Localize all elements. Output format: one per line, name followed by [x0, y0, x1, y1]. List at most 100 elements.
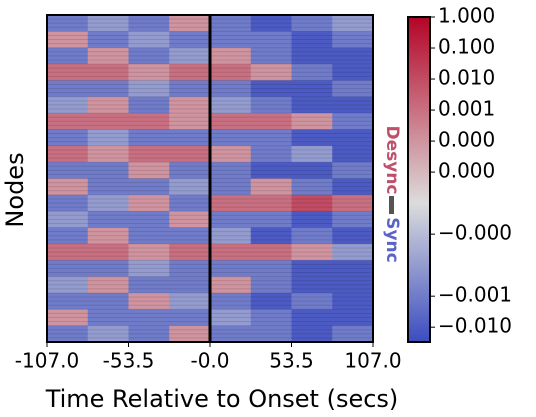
heat-cell: [47, 31, 89, 48]
heat-cell: [250, 260, 292, 277]
heat-cell: [128, 276, 170, 294]
heat-cell: [291, 194, 333, 212]
heat-cell: [87, 145, 129, 163]
heat-cell: [332, 145, 374, 163]
heat-cell: [47, 309, 89, 326]
heat-cell: [128, 194, 170, 212]
heat-cell: [210, 178, 252, 196]
heat-cell: [169, 292, 211, 310]
heat-cell: [128, 309, 170, 326]
heat-cell: [250, 15, 292, 32]
heat-cell: [291, 31, 333, 48]
heat-cell: [128, 260, 170, 277]
heat-cell: [291, 211, 333, 228]
heat-cell: [169, 31, 211, 48]
heat-cell: [332, 178, 374, 196]
heat-cell: [128, 47, 170, 65]
heat-cell: [250, 31, 292, 48]
heat-cell: [210, 260, 252, 277]
heat-cell: [128, 96, 170, 114]
heat-cell: [47, 178, 89, 196]
colorbar-tick-label: 0.001: [438, 97, 495, 121]
heat-cell: [169, 227, 211, 245]
heat-cell: [210, 47, 252, 65]
heat-cell: [250, 194, 292, 212]
heat-cell: [128, 211, 170, 228]
heat-cell: [250, 292, 292, 310]
heat-cell: [169, 113, 211, 130]
heat-cell: [47, 211, 89, 228]
heat-cell: [250, 309, 292, 326]
x-tick-label: -53.5: [103, 349, 155, 373]
heat-cell: [47, 227, 89, 245]
heat-cell: [87, 276, 129, 294]
heat-cell: [87, 211, 129, 228]
heat-cell: [87, 260, 129, 277]
heat-cell: [332, 194, 374, 212]
heat-cell: [250, 243, 292, 261]
heat-cell: [169, 145, 211, 163]
heat-cell: [332, 129, 374, 147]
heat-cell: [291, 80, 333, 98]
heat-cell: [169, 243, 211, 261]
heat-cell: [87, 178, 129, 196]
heat-cell: [250, 113, 292, 130]
heat-cell: [210, 129, 252, 147]
divider: [389, 196, 394, 214]
heat-cell: [210, 113, 252, 130]
heat-cell: [250, 178, 292, 196]
heat-cell: [47, 80, 89, 98]
heat-cell: [291, 96, 333, 114]
heat-cell: [87, 64, 129, 81]
heat-cell: [250, 276, 292, 294]
heat-cell: [291, 129, 333, 147]
colorbar-tick-label: −0.000: [438, 221, 512, 245]
heat-cell: [47, 325, 89, 343]
heat-cell: [250, 325, 292, 343]
heat-cell: [169, 129, 211, 147]
heat-cell: [332, 227, 374, 245]
heat-cell: [291, 145, 333, 163]
heat-cell: [87, 227, 129, 245]
heat-cell: [332, 211, 374, 228]
heat-cell: [291, 15, 333, 32]
heat-cell: [210, 325, 252, 343]
heat-cell: [291, 113, 333, 130]
heat-cell: [128, 80, 170, 98]
heat-cell: [47, 129, 89, 147]
heat-cell: [291, 309, 333, 326]
heat-cell: [128, 113, 170, 130]
heat-cell: [169, 325, 211, 343]
heat-cell: [169, 162, 211, 179]
heat-cell: [47, 96, 89, 114]
y-axis-label: Nodes: [1, 152, 29, 227]
heat-cell: [128, 31, 170, 48]
heat-cell: [332, 113, 374, 130]
heat-cell: [47, 260, 89, 277]
heat-cell: [87, 129, 129, 147]
heat-cell: [332, 80, 374, 98]
heat-cell: [210, 64, 252, 81]
x-tick-label: -0.0: [190, 349, 229, 373]
heat-cell: [250, 129, 292, 147]
heat-cell: [210, 211, 252, 228]
heat-cell: [250, 211, 292, 228]
heat-cell: [332, 96, 374, 114]
heat-cell: [210, 194, 252, 212]
heat-cell: [250, 162, 292, 179]
colorbar-tick-label: 0.100: [438, 35, 495, 59]
heat-cell: [291, 260, 333, 277]
heat-cell: [210, 227, 252, 245]
heat-cell: [250, 64, 292, 81]
heat-cell: [87, 15, 129, 32]
heat-cell: [47, 194, 89, 212]
heat-cell: [169, 194, 211, 212]
heat-cell: [87, 31, 129, 48]
x-axis-label: Time Relative to Onset (secs): [45, 385, 399, 413]
heat-cell: [332, 260, 374, 277]
colorbar: [407, 16, 431, 343]
heat-cell: [291, 227, 333, 245]
heat-cell: [87, 309, 129, 326]
heat-cell: [332, 243, 374, 261]
